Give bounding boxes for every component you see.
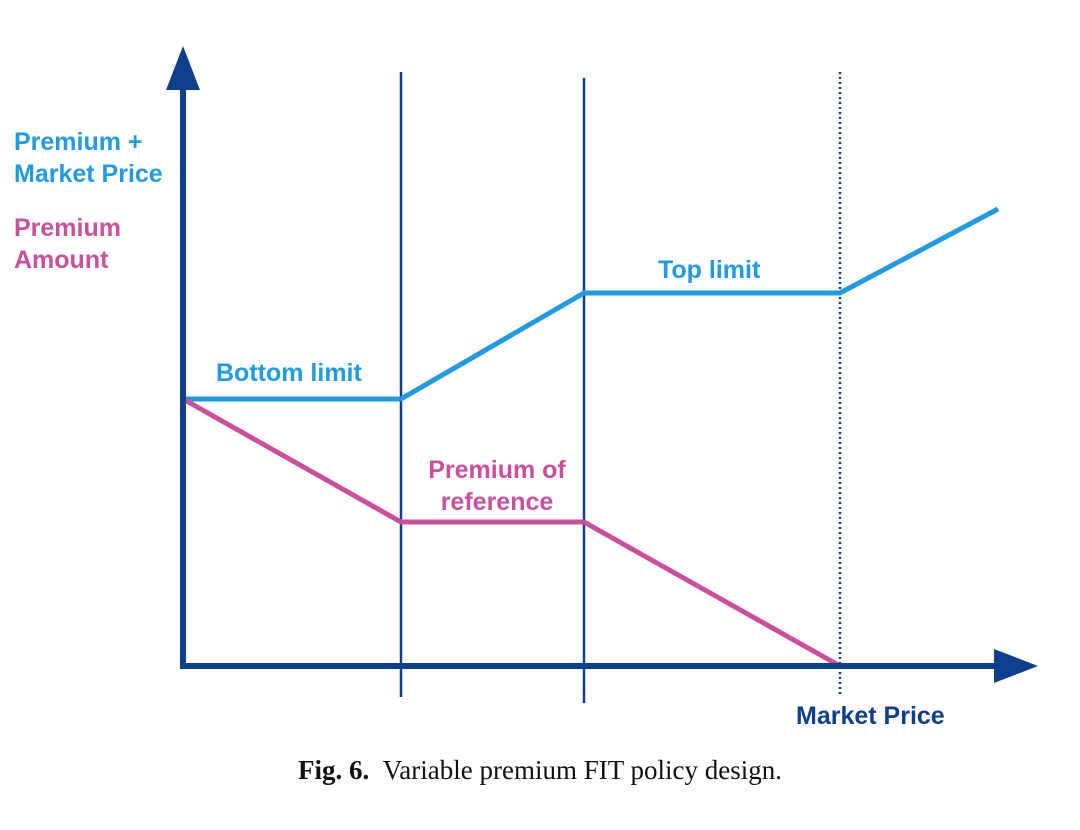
y-axis-arrowhead bbox=[166, 46, 200, 90]
premium-of-reference-label-line1: Premium of bbox=[428, 456, 566, 484]
top-limit-label: Top limit bbox=[658, 256, 761, 284]
premium-of-reference-label-line2: reference bbox=[441, 488, 554, 516]
x-axis-label: Market Price bbox=[796, 702, 945, 730]
figure-number: Fig. 6. bbox=[298, 755, 370, 785]
y-label-premium-plus-market-line2: Market Price bbox=[14, 160, 163, 188]
y-label-premium-amount-line1: Premium bbox=[14, 214, 121, 242]
figure-caption-text: Variable premium FIT policy design. bbox=[382, 755, 782, 785]
premium-plus-market-price-line bbox=[183, 206, 1000, 402]
y-label-premium-amount-line2: Amount bbox=[14, 246, 109, 274]
bottom-limit-label: Bottom limit bbox=[216, 359, 362, 387]
premium-amount-line bbox=[181, 396, 998, 669]
figure-caption: Fig. 6. Variable premium FIT policy desi… bbox=[0, 755, 1080, 786]
y-label-premium-plus-market-line1: Premium + bbox=[14, 128, 143, 156]
x-axis-arrowhead bbox=[994, 649, 1038, 683]
